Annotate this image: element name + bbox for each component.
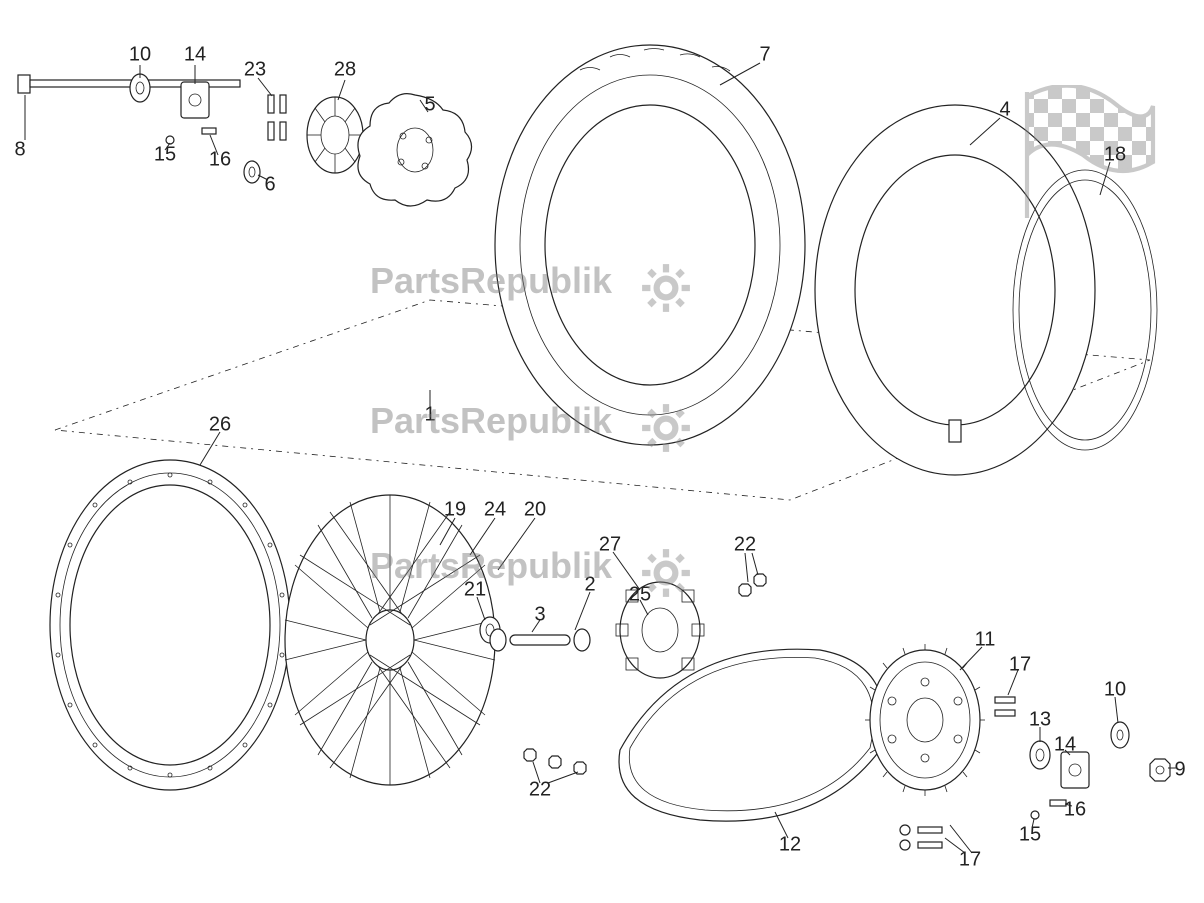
callout-12: 12 — [779, 834, 801, 857]
callout-18: 18 — [1104, 144, 1126, 167]
exploded-diagram — [0, 0, 1204, 903]
brake-disc — [358, 94, 472, 206]
rear-sprocket — [865, 644, 985, 796]
hub-spokes — [285, 495, 495, 785]
callout-10: 10 — [129, 44, 151, 67]
callout-17: 17 — [959, 849, 981, 872]
callout-19: 19 — [444, 499, 466, 522]
callout-7: 7 — [759, 44, 770, 67]
small-bolts-23 — [268, 95, 286, 140]
callout-20: 20 — [524, 499, 546, 522]
callout-16: 16 — [209, 149, 231, 172]
callout-27: 27 — [599, 534, 621, 557]
callout-15: 15 — [1019, 824, 1041, 847]
adjuster-left — [181, 82, 209, 118]
tire — [495, 45, 805, 445]
callout-13: 13 — [1029, 709, 1051, 732]
callout-5: 5 — [424, 94, 435, 117]
callout-28: 28 — [334, 59, 356, 82]
callout-26: 26 — [209, 414, 231, 437]
inner-tube — [815, 105, 1095, 475]
callout-17: 17 — [1009, 654, 1031, 677]
callout-14: 14 — [184, 44, 206, 67]
tone-ring — [307, 97, 363, 173]
callout-21: 21 — [464, 579, 486, 602]
callout-11: 11 — [975, 629, 996, 652]
callout-9: 9 — [1174, 759, 1185, 782]
callout-25: 25 — [629, 584, 651, 607]
callout-15: 15 — [154, 144, 176, 167]
callout-22: 22 — [734, 534, 756, 557]
callout-6: 6 — [264, 174, 275, 197]
callout-8: 8 — [14, 139, 25, 162]
callout-22: 22 — [529, 779, 551, 802]
parts-svg — [0, 0, 1204, 903]
rim — [50, 460, 290, 790]
callout-24: 24 — [484, 499, 506, 522]
callout-14: 14 — [1054, 734, 1076, 757]
callout-16: 16 — [1064, 799, 1086, 822]
callout-1: 1 — [424, 404, 435, 427]
callout-4: 4 — [999, 99, 1010, 122]
callout-2: 2 — [584, 574, 595, 597]
callout-3: 3 — [534, 604, 545, 627]
callout-23: 23 — [244, 59, 266, 82]
callout-10: 10 — [1104, 679, 1126, 702]
